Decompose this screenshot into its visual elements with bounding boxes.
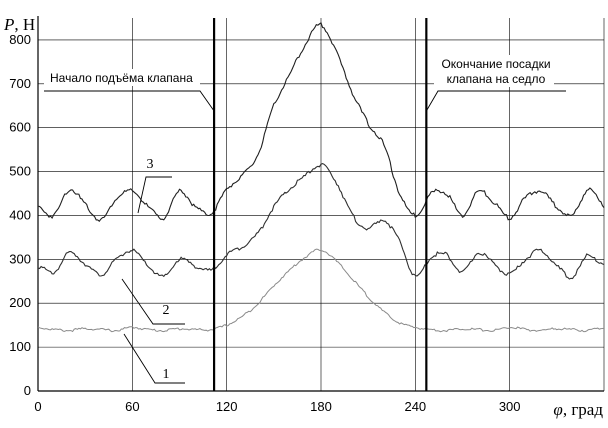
- annotation-bg: [44, 69, 200, 86]
- annotation-seating-end-2: клапана на седло: [447, 72, 546, 86]
- series-label-3: 3: [147, 157, 154, 172]
- annotation-leader: [44, 90, 215, 112]
- x-tick-label: 120: [216, 399, 238, 414]
- series-leader-2: [121, 278, 185, 325]
- x-axis-title: φ, град: [553, 400, 603, 419]
- series-label-2: 2: [163, 303, 170, 318]
- x-tick-label: 60: [125, 399, 139, 414]
- y-tick-label: 400: [9, 207, 31, 222]
- y-tick-label: 0: [24, 383, 31, 398]
- series-line-2: [37, 163, 605, 280]
- annotation-leader: [425, 90, 566, 112]
- annotation-lift-start: Начало подъёма клапана: [50, 71, 193, 85]
- x-tick-label: 240: [404, 399, 426, 414]
- series-line-1: [37, 248, 605, 333]
- y-tick-label: 200: [9, 295, 31, 310]
- y-tick-label: 300: [9, 251, 31, 266]
- annotation-bg: [434, 55, 554, 87]
- y-tick-label: 100: [9, 339, 31, 354]
- x-tick-label: 180: [310, 399, 332, 414]
- y-tick-label: 600: [9, 120, 31, 135]
- y-tick-label: 700: [9, 76, 31, 91]
- x-tick-label: 0: [34, 399, 41, 414]
- series-leader-3: [137, 176, 172, 214]
- x-tick-label: 300: [499, 399, 521, 414]
- series-leader-1: [123, 333, 185, 384]
- annotation-seating-end-1: Окончание посадки: [441, 57, 550, 71]
- y-tick-label: 500: [9, 164, 31, 179]
- y-axis-title: P, Н: [3, 15, 35, 34]
- y-tick-label: 800: [9, 32, 31, 47]
- series-label-1: 1: [163, 367, 170, 382]
- series-line-3: [37, 22, 605, 222]
